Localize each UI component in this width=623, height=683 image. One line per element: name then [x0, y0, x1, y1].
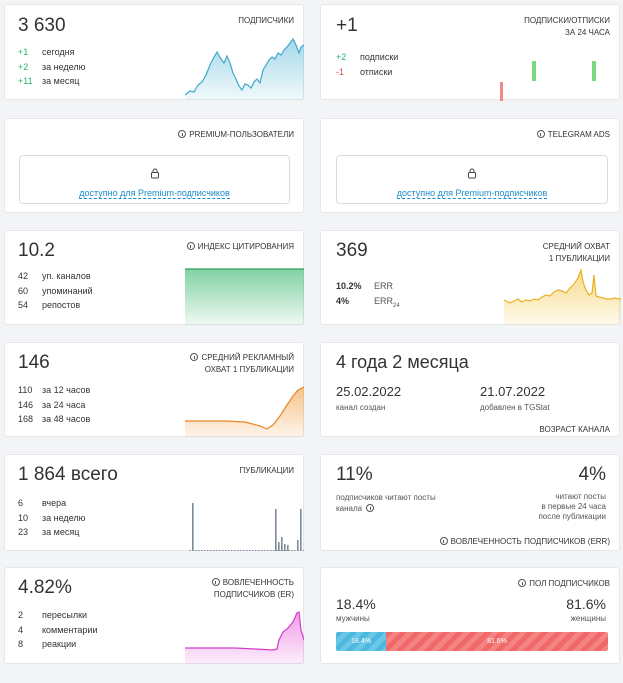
- stat-row-week: +2 за неделю: [18, 61, 86, 72]
- stat-row-today: +1 сегодня: [18, 47, 75, 57]
- created-label: канал создан: [336, 403, 386, 412]
- stat-row-unsubs: -1 отписки: [336, 66, 393, 77]
- lock-icon: [468, 168, 476, 179]
- info-icon: [190, 353, 199, 361]
- stat-row-forwards: 2 пересылки: [18, 610, 88, 620]
- stat-row-week: 10 за неделю: [18, 512, 86, 523]
- er-stats: 2 пересылки 4 комментарии 8 реакции: [18, 608, 97, 652]
- citation-value: 10.2: [18, 240, 55, 261]
- stat-row-err24: 4% ERR24: [336, 295, 400, 309]
- male-bar: 18.4%: [336, 632, 387, 651]
- info-icon: [518, 579, 527, 587]
- channel-age-value: 4 года 2 месяца: [336, 352, 469, 372]
- female-label: женщины: [570, 614, 606, 623]
- avg-reach-chart: [504, 267, 621, 325]
- info-icon: [211, 578, 220, 586]
- subs-unsubs-card[interactable]: +1 ПОДПИСКИ/ОТПИСКИ ЗА 24 ЧАСА +2 подписк…: [320, 4, 620, 101]
- citation-stats: 42 уп. каналов 60 упоминаний 54 репостов: [18, 269, 93, 313]
- avg-reach-stats: 10.2% ERR 4% ERR24: [336, 279, 400, 313]
- subs-unsubs-bars: [500, 61, 596, 101]
- added-label: добавлен в TGStat: [480, 403, 550, 412]
- info-icon: [536, 130, 545, 138]
- stat-row-subs: +2 подписки: [336, 52, 399, 62]
- premium-lock-box[interactable]: доступно для Premium-подписчиков: [19, 155, 290, 204]
- sub-bar-1: [532, 61, 536, 81]
- male-label: мужчины: [336, 614, 370, 623]
- stat-row-mentions: 60 упоминаний: [18, 285, 93, 296]
- gender-label: ПОЛ ПОДПИСЧИКОВ: [518, 578, 610, 590]
- posts-label: ПУБЛИКАЦИИ: [239, 466, 295, 475]
- stat-row-month: +11 за месяц: [18, 76, 80, 86]
- ad-reach-label: СРЕДНИЙ РЕКЛАМНЫЙ ОХВАТ 1 ПУБЛИКАЦИИ: [190, 352, 294, 376]
- engagement-er-label: ВОВЛЕЧЕННОСТЬ ПОДПИСЧИКОВ (ER): [211, 577, 294, 601]
- posts-card[interactable]: 1 864 всего ПУБЛИКАЦИИ 6 вчера 10 за недел…: [4, 454, 304, 551]
- created-date: 25.02.2022: [336, 384, 402, 399]
- stat-row-yesterday: 6 вчера: [18, 498, 67, 508]
- ad-reach-value: 146: [18, 352, 50, 373]
- male-value: 18.4%: [336, 596, 376, 612]
- stat-row-comments: 4 комментарии: [18, 624, 98, 635]
- subscribers-value: 3 630: [18, 15, 66, 36]
- err-right-text: читают посты в первые 24 часа после публ…: [538, 492, 606, 521]
- subscribers-stats: +1 сегодня +2 за неделю +11 за месяц: [18, 45, 85, 89]
- avg-reach-value: 369: [336, 240, 368, 261]
- er-chart: [185, 611, 304, 664]
- subs-unsubs-value: +1: [336, 15, 358, 36]
- telegram-ads-card: TELEGRAM ADS доступно для Premium-подпис…: [320, 118, 620, 213]
- info-icon: [439, 537, 448, 545]
- ad-reach-card[interactable]: 146 СРЕДНИЙ РЕКЛАМНЫЙ ОХВАТ 1 ПУБЛИКАЦИИ…: [4, 342, 304, 437]
- citation-label: ИНДЕКС ЦИТИРОВАНИЯ: [186, 241, 294, 253]
- telegram-ads-label: TELEGRAM ADS: [536, 129, 610, 141]
- citation-chart: [185, 268, 304, 325]
- added-date: 21.07.2022: [480, 384, 546, 399]
- info-icon: [186, 242, 195, 250]
- engagement-er-card[interactable]: 4.82% ВОВЛЕЧЕННОСТЬ ПОДПИСЧИКОВ (ER) 2 пе…: [4, 567, 304, 664]
- female-bar: 81.6%: [386, 632, 608, 651]
- posts-value: 1 864 всего: [18, 464, 118, 485]
- info-icon: [178, 130, 187, 138]
- stat-row-12h: 110 за 12 часов: [18, 385, 91, 395]
- subscribers-label: ПОДПИСЧИКИ: [238, 16, 294, 25]
- stat-row-month: 23 за месяц: [18, 527, 80, 537]
- err-right-value: 4%: [578, 464, 606, 485]
- gender-bar: 18.4% 81.6%: [336, 632, 608, 651]
- citation-card[interactable]: 10.2 ИНДЕКС ЦИТИРОВАНИЯ 42 уп. каналов 60…: [4, 230, 304, 325]
- stat-row-reactions: 8 реакции: [18, 639, 77, 649]
- subscribers-card[interactable]: 3 630 ПОДПИСЧИКИ +1 сегодня +2 за неделю +…: [4, 4, 304, 100]
- stat-row-24h: 146 за 24 часа: [18, 399, 86, 410]
- premium-users-label: PREMIUM-ПОЛЬЗОВАТЕЛИ: [178, 129, 294, 141]
- stat-row-channels: 42 уп. каналов: [18, 271, 91, 281]
- channel-age-card: 4 года 2 месяца 25.02.2022 канал создан …: [320, 342, 620, 437]
- ads-lock-box[interactable]: доступно для Premium-подписчиков: [336, 155, 608, 204]
- stat-row-reposts: 54 репостов: [18, 300, 81, 310]
- engagement-err-label: ВОВЛЕЧЕННОСТЬ ПОДПИСЧИКОВ (ERR): [439, 536, 610, 548]
- unsub-bar: [500, 82, 503, 101]
- posts-chart: [189, 503, 304, 551]
- err-left-value: 11%: [336, 464, 373, 485]
- ad-reach-chart: [185, 386, 304, 437]
- subs-unsubs-stats: +2 подписки -1 отписки: [336, 50, 398, 79]
- er-value: 4.82%: [18, 577, 72, 598]
- subs-unsubs-label: ПОДПИСКИ/ОТПИСКИ ЗА 24 ЧАСА: [524, 16, 610, 37]
- channel-age-label: ВОЗРАСТ КАНАЛА: [539, 425, 610, 434]
- ads-link[interactable]: доступно для Premium-подписчиков: [396, 188, 548, 199]
- err-left-text: подписчиков читают посты канала: [336, 493, 436, 513]
- avg-reach-label: СРЕДНИЙ ОХВАТ 1 ПУБЛИКАЦИИ: [542, 242, 610, 263]
- female-value: 81.6%: [566, 596, 606, 612]
- lock-icon: [150, 168, 159, 179]
- ad-reach-stats: 110 за 12 часов 146 за 24 часа 168 за 48 ча…: [18, 383, 90, 427]
- premium-link[interactable]: доступно для Premium-подписчиков: [79, 188, 230, 199]
- stat-row-48h: 168 за 48 часов: [18, 414, 91, 424]
- subscribers-sparkline: [185, 37, 304, 100]
- sub-bar-2: [592, 61, 596, 81]
- gender-card[interactable]: ПОЛ ПОДПИСЧИКОВ 18.4% мужчины 81.6% женщ…: [320, 567, 620, 664]
- avg-reach-card[interactable]: 369 СРЕДНИЙ ОХВАТ 1 ПУБЛИКАЦИИ 10.2% ERR …: [320, 230, 621, 325]
- info-icon: [366, 504, 375, 512]
- stat-row-err: 10.2% ERR: [336, 281, 394, 291]
- premium-users-card: PREMIUM-ПОЛЬЗОВАТЕЛИ доступно для Premiu…: [4, 118, 304, 213]
- posts-stats: 6 вчера 10 за неделю 23 за месяц: [18, 496, 85, 540]
- engagement-err-card: 11% подписчиков читают посты канала 4% ч…: [320, 454, 620, 551]
